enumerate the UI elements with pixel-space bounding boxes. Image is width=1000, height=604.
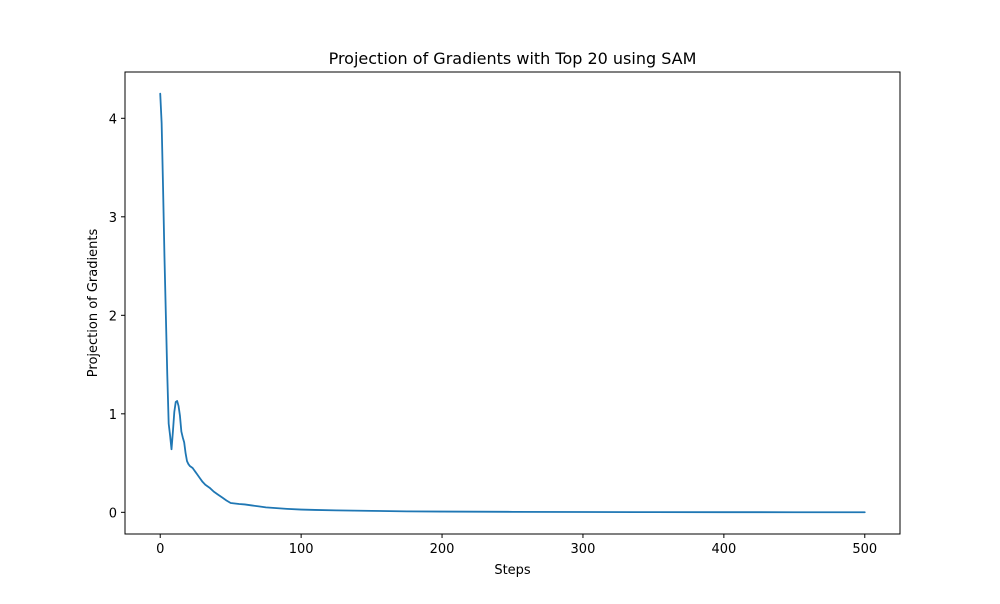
y-axis: 0 1 2 3 4 (109, 112, 125, 521)
x-tick-label: 0 (156, 542, 164, 557)
x-tick-label: 200 (430, 542, 455, 557)
x-tick-label: 300 (571, 542, 596, 557)
x-tick-label: 100 (289, 542, 314, 557)
x-axis-label: Steps (494, 563, 531, 578)
y-tick-label: 0 (109, 506, 117, 521)
y-tick-label: 4 (109, 112, 117, 127)
plot-area (159, 92, 866, 514)
y-tick-label: 2 (109, 309, 117, 324)
y-tick-label: 1 (109, 408, 117, 423)
series-line-0 (159, 92, 866, 514)
x-tick-label: 400 (711, 542, 736, 557)
x-tick-label: 500 (852, 542, 877, 557)
x-axis: 0 100 200 300 400 500 (156, 534, 877, 557)
y-axis-label: Projection of Gradients (86, 229, 101, 378)
y-tick-label: 3 (109, 211, 117, 226)
chart-title: Projection of Gradients with Top 20 usin… (329, 49, 697, 68)
axes-frame (124, 71, 901, 535)
